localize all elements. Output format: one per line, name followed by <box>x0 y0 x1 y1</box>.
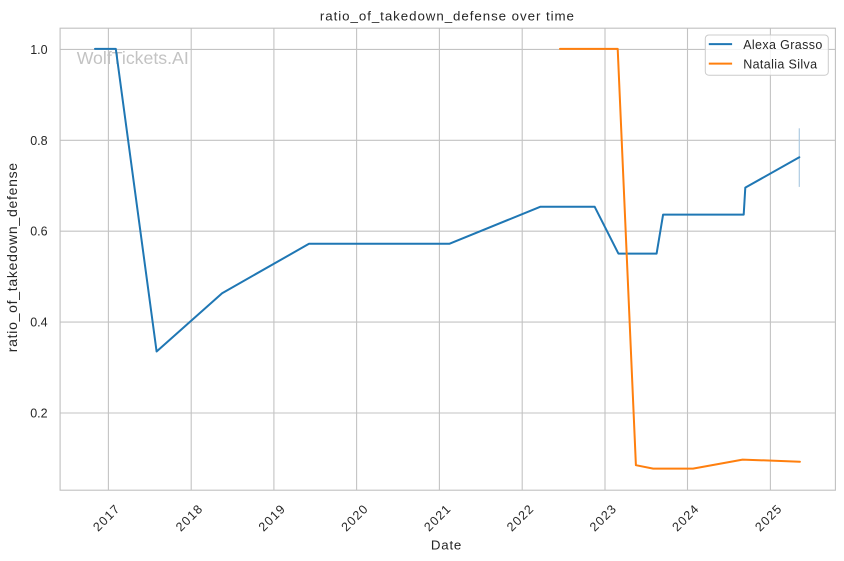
svg-text:ratio_of_takedown_defense over: ratio_of_takedown_defense over time <box>320 9 575 24</box>
svg-text:0.2: 0.2 <box>30 407 47 421</box>
svg-text:0.4: 0.4 <box>30 316 47 330</box>
svg-text:0.8: 0.8 <box>30 134 47 148</box>
svg-text:Alexa Grasso: Alexa Grasso <box>743 38 822 52</box>
svg-text:1.0: 1.0 <box>30 43 47 57</box>
svg-text:0.6: 0.6 <box>30 225 47 239</box>
svg-text:ratio_of_takedown_defense: ratio_of_takedown_defense <box>4 162 20 352</box>
svg-text:WolfTickets.AI: WolfTickets.AI <box>77 48 189 68</box>
svg-text:Date: Date <box>431 537 462 552</box>
svg-text:Natalia Silva: Natalia Silva <box>743 57 817 71</box>
